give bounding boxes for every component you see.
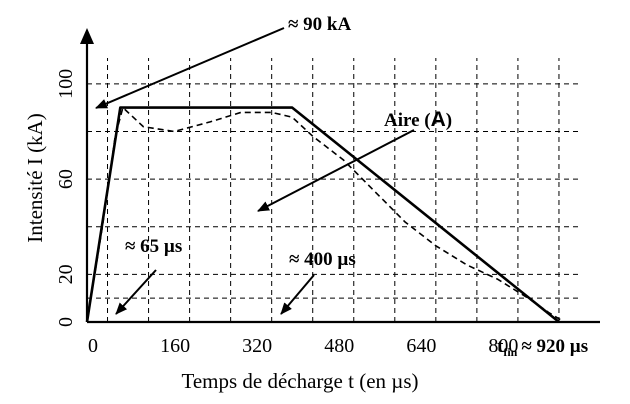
y-axis-arrow (80, 28, 94, 44)
x-tick-label: 320 (242, 335, 272, 357)
tick-labels: 0 160 320 480 640 800 0 20 60 100 (55, 69, 518, 357)
x-tick-label: 480 (324, 335, 354, 357)
x-tick-label: 0 (88, 335, 98, 357)
y-tick-label: 20 (55, 264, 77, 284)
y-tick-label: 0 (55, 317, 77, 327)
x-tick-label: 160 (160, 335, 190, 357)
x-tick-label: 640 (406, 335, 436, 357)
y-tick-label: 100 (55, 69, 77, 99)
y-axis-label: Intensité I (kA) (23, 113, 47, 242)
series (85, 106, 565, 324)
peak-annotation: ≈ 90 kA (288, 14, 351, 35)
end-time-annotation: tfin ≈ 920 µs (497, 336, 588, 359)
area-arrow (257, 129, 415, 212)
y-tick-label: 60 (55, 169, 77, 189)
rise-time-annotation: ≈ 65 µs (125, 236, 182, 257)
rise-time-arrow (115, 269, 157, 315)
series-line-solid (85, 106, 560, 324)
grid (87, 58, 580, 322)
x-tick-label: 800 (488, 335, 518, 357)
plateau-end-annotation: ≈ 400 µs (289, 249, 356, 270)
area-annotation: Aire (A) (384, 108, 452, 131)
series-line-dashed (86, 106, 565, 323)
peak-arrow (95, 27, 285, 109)
x-axis-label: Temps de décharge t (en µs) (181, 369, 418, 393)
plateau-end-arrow (280, 274, 315, 315)
